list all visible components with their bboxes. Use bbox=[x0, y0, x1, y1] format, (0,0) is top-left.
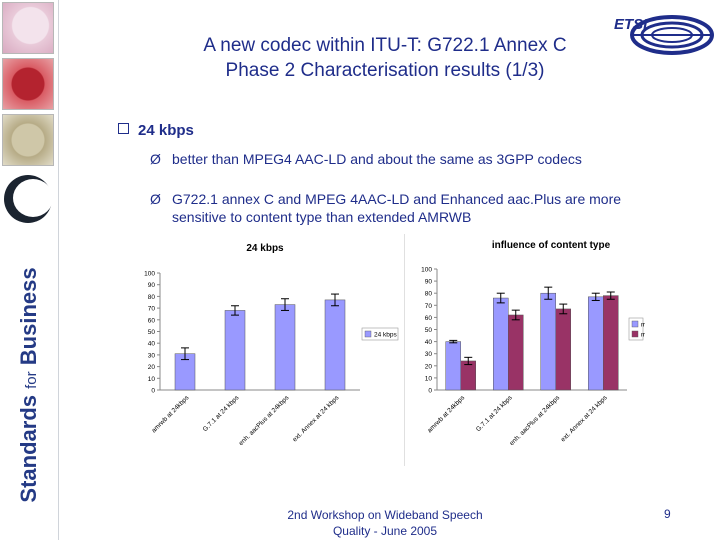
globe-image-red bbox=[2, 58, 54, 110]
bar bbox=[603, 295, 619, 391]
x-tick-label: ext. Annex at 24 kbps bbox=[560, 394, 609, 443]
y-tick-label: 10 bbox=[425, 375, 433, 382]
chart-title: influence of content type bbox=[492, 240, 611, 251]
y-tick-label: 10 bbox=[148, 376, 156, 383]
y-tick-label: 50 bbox=[425, 327, 433, 334]
title-line-1: A new codec within ITU-T: G722.1 Annex C bbox=[203, 35, 567, 56]
bullet-24kbps: 24 kbps bbox=[118, 122, 194, 139]
slide-title: A new codec within ITU-T: G722.1 Annex C… bbox=[80, 33, 690, 83]
legend-swatch bbox=[364, 330, 372, 338]
square-bullet-icon bbox=[118, 123, 129, 134]
swirl-logo-icon bbox=[4, 175, 53, 223]
x-tick-label: G.7.1 at 24 kbps bbox=[475, 394, 514, 433]
bar bbox=[508, 314, 524, 391]
legend-swatch bbox=[631, 320, 639, 328]
sidebar: Standards for Business bbox=[0, 0, 59, 540]
y-tick-label: 80 bbox=[425, 291, 433, 298]
footer: 2nd Workshop on Wideband Speech Quality … bbox=[287, 508, 483, 538]
bar bbox=[540, 292, 556, 391]
title-line-2: Phase 2 Characterisation results (1/3) bbox=[225, 60, 545, 81]
x-tick-label: ext. Annex at 24 kbps bbox=[292, 394, 341, 443]
etsi-logo-text: ETSI bbox=[614, 16, 648, 33]
chart-content-type-svg: influence of content type 0 10 20 30 40 50 60 70… bbox=[421, 240, 659, 447]
y-tick-label: 30 bbox=[425, 351, 433, 358]
y-tick-label: 40 bbox=[148, 341, 156, 348]
y-tick-label: 30 bbox=[148, 352, 156, 359]
x-tick-label: G.7.1 at 24 kbps bbox=[202, 394, 241, 433]
standards-for-business-text: Standards for Business bbox=[16, 267, 41, 503]
chart-title: 24 kbps bbox=[246, 243, 284, 254]
bar bbox=[460, 360, 476, 391]
page-number: 9 bbox=[664, 507, 671, 521]
y-tick-label: 70 bbox=[148, 306, 156, 313]
bar bbox=[445, 341, 461, 391]
y-tick-label: 0 bbox=[428, 388, 432, 395]
bar bbox=[555, 308, 571, 391]
chart-content-type: influence of content type 0 10 20 30 40 50 60 70… bbox=[404, 234, 659, 466]
legend-label: mixed bbox=[641, 332, 645, 339]
arrow-bullet-icon: Ø bbox=[150, 191, 161, 207]
x-tick-label: enh. aacPlus at 24kbps bbox=[508, 394, 561, 447]
y-tick-label: 60 bbox=[425, 315, 433, 322]
etsi-logo: ETSI bbox=[614, 15, 714, 55]
chart-24kbps: 24 kbps 0 10 20 30 40 50 60 70 80 90 100 amrwb at 24… bbox=[118, 234, 400, 466]
globe-image-beige bbox=[2, 114, 54, 166]
y-tick-label: 100 bbox=[421, 267, 432, 274]
globe-image-pink bbox=[2, 2, 54, 54]
x-tick-label: enh. aacPlus at 24kbps bbox=[238, 394, 291, 447]
y-tick-label: 100 bbox=[144, 271, 155, 278]
bar bbox=[274, 304, 296, 391]
y-tick-label: 70 bbox=[425, 303, 433, 310]
y-tick-label: 90 bbox=[148, 282, 156, 289]
y-tick-label: 0 bbox=[151, 388, 155, 395]
chart-24kbps-svg: 24 kbps 0 10 20 30 40 50 60 70 80 90 100 amrwb at 24… bbox=[144, 243, 399, 447]
legend: 24 kbps bbox=[361, 327, 399, 341]
legend-swatch bbox=[631, 330, 639, 338]
y-tick-label: 90 bbox=[425, 279, 433, 286]
y-tick-label: 20 bbox=[148, 364, 156, 371]
x-tick-label: amrwb at 24kbps bbox=[426, 394, 466, 434]
y-tick-label: 60 bbox=[148, 317, 156, 324]
bar bbox=[493, 297, 509, 391]
y-tick-label: 50 bbox=[148, 329, 156, 336]
bar bbox=[224, 310, 246, 391]
y-tick-label: 80 bbox=[148, 294, 156, 301]
legend-label: music bbox=[641, 322, 645, 329]
y-tick-label: 20 bbox=[425, 363, 433, 370]
bar bbox=[324, 299, 346, 391]
bar bbox=[588, 296, 604, 391]
x-tick-label: amrwb at 24kbps bbox=[150, 394, 190, 434]
legend: music mixed bbox=[628, 317, 659, 341]
y-tick-label: 40 bbox=[425, 339, 433, 346]
legend-label: 24 kbps bbox=[374, 332, 398, 339]
arrow-bullet-icon: Ø bbox=[150, 151, 161, 167]
